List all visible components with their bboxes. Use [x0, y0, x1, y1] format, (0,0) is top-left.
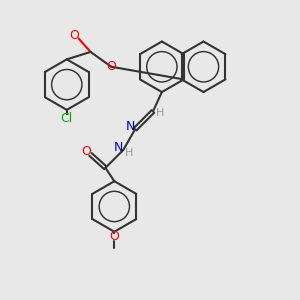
- Text: O: O: [81, 145, 91, 158]
- Text: O: O: [69, 29, 79, 42]
- Text: O: O: [110, 230, 119, 243]
- Text: H: H: [156, 108, 165, 118]
- Text: H: H: [125, 148, 134, 158]
- Text: O: O: [106, 60, 116, 73]
- Text: N: N: [114, 140, 124, 154]
- Text: Cl: Cl: [61, 112, 73, 125]
- Text: N: N: [126, 120, 135, 133]
